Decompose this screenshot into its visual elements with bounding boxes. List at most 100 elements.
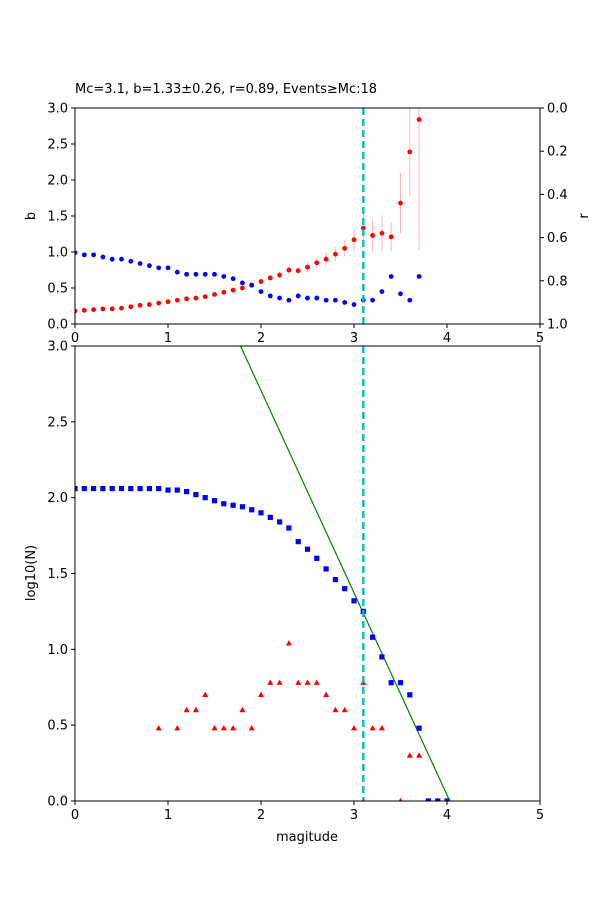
bottom-series-0-point <box>146 485 152 492</box>
top-y2-tick-label: 0.6 <box>547 231 568 246</box>
bottom-series-1-point <box>276 679 283 685</box>
bottom-series-0-point <box>407 692 413 698</box>
top-series-0-point <box>333 251 338 257</box>
top-series-0-point <box>416 117 422 122</box>
top-series-0-point <box>351 237 357 243</box>
top-x-tick-label: 5 <box>536 331 544 346</box>
top-series-0-point <box>165 299 171 305</box>
bottom-series-0-point <box>137 485 143 492</box>
bottom-y-tick-label: 1.5 <box>47 567 68 582</box>
top-series-0-point <box>342 246 348 251</box>
bottom-series-0-point <box>118 485 125 492</box>
bottom-series-1-point <box>192 706 199 713</box>
top-series-0-point <box>147 302 152 307</box>
bottom-series-0-point <box>184 489 190 495</box>
top-series-0-point <box>370 233 375 238</box>
top-series-0-point <box>286 267 292 273</box>
top-series-layer <box>75 108 422 314</box>
top-series-1-point <box>379 289 385 294</box>
bottom-x-tick-label: 2 <box>257 808 265 823</box>
top-series-0-point <box>184 296 190 302</box>
top-series-1-point <box>388 274 394 279</box>
top-series-1-point <box>75 250 78 256</box>
top-series-1-point <box>202 271 208 277</box>
top-series-1-point <box>351 302 357 307</box>
top-y2-tick-label: 0.4 <box>547 188 568 203</box>
top-series-1-point <box>230 276 236 282</box>
bottom-series-0-point <box>351 598 357 604</box>
top-y2-tick-label: 0.8 <box>547 274 568 289</box>
bottom-series-1-point <box>220 725 227 731</box>
bottom-series-0-point <box>323 566 329 572</box>
top-series-0-point <box>128 304 134 310</box>
top-series-1-point <box>184 271 190 277</box>
bottom-series-layer <box>75 346 451 801</box>
top-series-1-point <box>221 274 227 279</box>
bottom-x-tick-label: 5 <box>536 808 544 823</box>
top-series-1-point <box>212 271 217 277</box>
bottom-series-1-point <box>267 679 274 685</box>
top-series-0-point <box>75 308 78 314</box>
bottom-series-0-point <box>342 586 348 592</box>
top-series-1-point <box>240 280 245 286</box>
top-series-1-point <box>193 271 199 277</box>
top-series-0-point <box>314 260 320 266</box>
top-series-1-point <box>91 252 96 258</box>
top-series-0-point <box>240 285 245 291</box>
top-series-0-point <box>81 307 87 313</box>
bottom-series-1-point <box>248 725 255 731</box>
bottom-series-1-point <box>295 679 302 685</box>
bottom-series-0-point <box>277 519 283 525</box>
bottom-series-0-point <box>75 485 78 492</box>
top-series-0-point <box>137 302 143 308</box>
bottom-x-tick-label: 3 <box>350 808 358 823</box>
bottom-x-axis-label: magitude <box>276 830 338 845</box>
top-y-tick-label: 0.0 <box>47 318 68 333</box>
top-series-1-point <box>314 295 320 301</box>
bottom-series-1-point <box>239 706 246 713</box>
top-series-1-point <box>398 291 403 297</box>
bottom-series-0-point <box>295 539 301 545</box>
top-x-tick-label: 1 <box>164 331 172 346</box>
top-series-1-point <box>156 265 162 271</box>
top-series-1-point <box>100 254 106 260</box>
bottom-series-1-point <box>406 752 413 758</box>
top-series-1-point <box>109 256 115 262</box>
bottom-series-0-point <box>388 680 394 686</box>
bottom-series-1-point <box>258 691 264 698</box>
top-series-1-point <box>174 269 180 275</box>
bottom-series-0-point <box>100 485 106 492</box>
top-series-1-point <box>137 261 143 266</box>
top-series-1-point <box>277 295 282 301</box>
bottom-series-1-point <box>304 679 311 685</box>
bottom-series-0-point <box>165 487 171 493</box>
bottom-series-0-point <box>221 501 227 507</box>
bottom-x-tick-label: 1 <box>164 808 172 823</box>
top-series-0-point <box>305 264 310 270</box>
bottom-y-tick-label: 0.5 <box>47 719 68 734</box>
top-y2-axis-label: r <box>577 213 592 219</box>
bottom-series-0-point <box>81 485 87 492</box>
top-series-1-point <box>416 274 422 279</box>
top-y-tick-label: 0.5 <box>47 282 68 297</box>
top-series-0-point <box>230 287 236 293</box>
top-y-tick-label: 2.5 <box>47 138 68 153</box>
bottom-series-0-point <box>230 502 236 508</box>
top-x-tick-label: 0 <box>71 331 79 346</box>
bottom-series-0-point <box>249 507 255 513</box>
bottom-series-1-point <box>351 725 357 731</box>
bottom-series-1-point <box>174 725 181 731</box>
top-series-1-point <box>370 297 375 303</box>
top-series-1-point <box>323 297 329 303</box>
top-series-1-point <box>407 297 413 303</box>
bottom-x-tick-label: 4 <box>443 808 451 823</box>
top-series-0-point <box>267 275 273 281</box>
bottom-y-tick-label: 1.0 <box>47 643 68 658</box>
top-series-1-point <box>119 256 124 262</box>
top-series-1-point <box>249 282 255 288</box>
bottom-series-0-point <box>332 576 338 583</box>
bottom-series-0-point <box>202 495 208 501</box>
bottom-y-axis-label: log10(N) <box>24 545 39 601</box>
bottom-fit-line <box>239 346 451 801</box>
